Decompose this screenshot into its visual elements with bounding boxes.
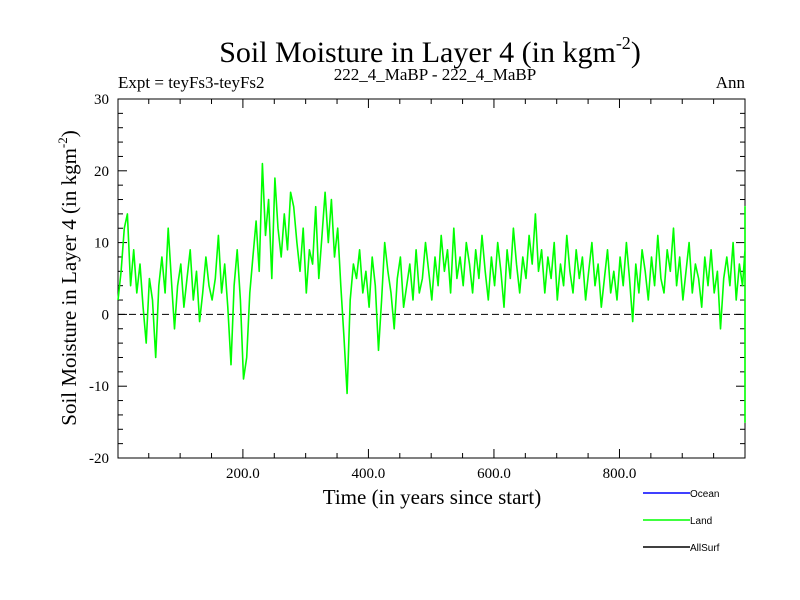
y-tick-label: -10 xyxy=(89,379,109,395)
y-tick-label: 10 xyxy=(94,236,109,252)
y-axis-label-close: ) xyxy=(57,130,81,137)
legend-label-allsurf: AllSurf xyxy=(690,543,720,554)
y-axis-label-superscript: -2 xyxy=(55,137,70,148)
x-tick-label: 200.0 xyxy=(226,466,260,482)
chart-title-close: ) xyxy=(631,36,641,69)
chart-title-superscript: -2 xyxy=(616,33,631,53)
subtitle-left: Expt = teyFs3-teyFs2 xyxy=(118,73,265,92)
y-axis-tick-labels: -20 -10 0 10 20 30 xyxy=(89,92,109,467)
subtitle-right: Ann xyxy=(716,73,746,92)
y-axis-label: Soil Moisture in Layer 4 (in kgm-2) xyxy=(55,130,81,425)
series-group xyxy=(117,162,746,423)
y-tick-label: 20 xyxy=(94,164,109,180)
y-axis-label-text: Soil Moisture in Layer 4 (in kgm xyxy=(57,148,81,426)
legend: Ocean Land AllSurf xyxy=(643,489,720,554)
x-tick-label: 600.0 xyxy=(477,466,511,482)
series-line-land xyxy=(117,162,746,423)
x-tick-label: 800.0 xyxy=(603,466,637,482)
y-axis-ticks xyxy=(118,98,745,459)
chart-title: Soil Moisture in Layer 4 (in kgm-2) xyxy=(219,33,641,69)
plot-area xyxy=(117,98,746,459)
y-tick-label: 0 xyxy=(102,307,110,323)
x-tick-label: 400.0 xyxy=(352,466,386,482)
x-axis-tick-labels: 200.0 400.0 600.0 800.0 xyxy=(226,466,636,482)
y-tick-label: 30 xyxy=(94,92,109,108)
legend-label-ocean: Ocean xyxy=(690,489,719,500)
chart-title-text: Soil Moisture in Layer 4 (in kgm xyxy=(219,36,616,69)
subtitle-center: 222_4_MaBP - 222_4_MaBP xyxy=(334,65,536,84)
y-tick-label: -20 xyxy=(89,451,109,467)
x-axis-ticks xyxy=(148,99,715,458)
legend-label-land: Land xyxy=(690,516,712,527)
x-axis-label: Time (in years since start) xyxy=(323,485,542,509)
